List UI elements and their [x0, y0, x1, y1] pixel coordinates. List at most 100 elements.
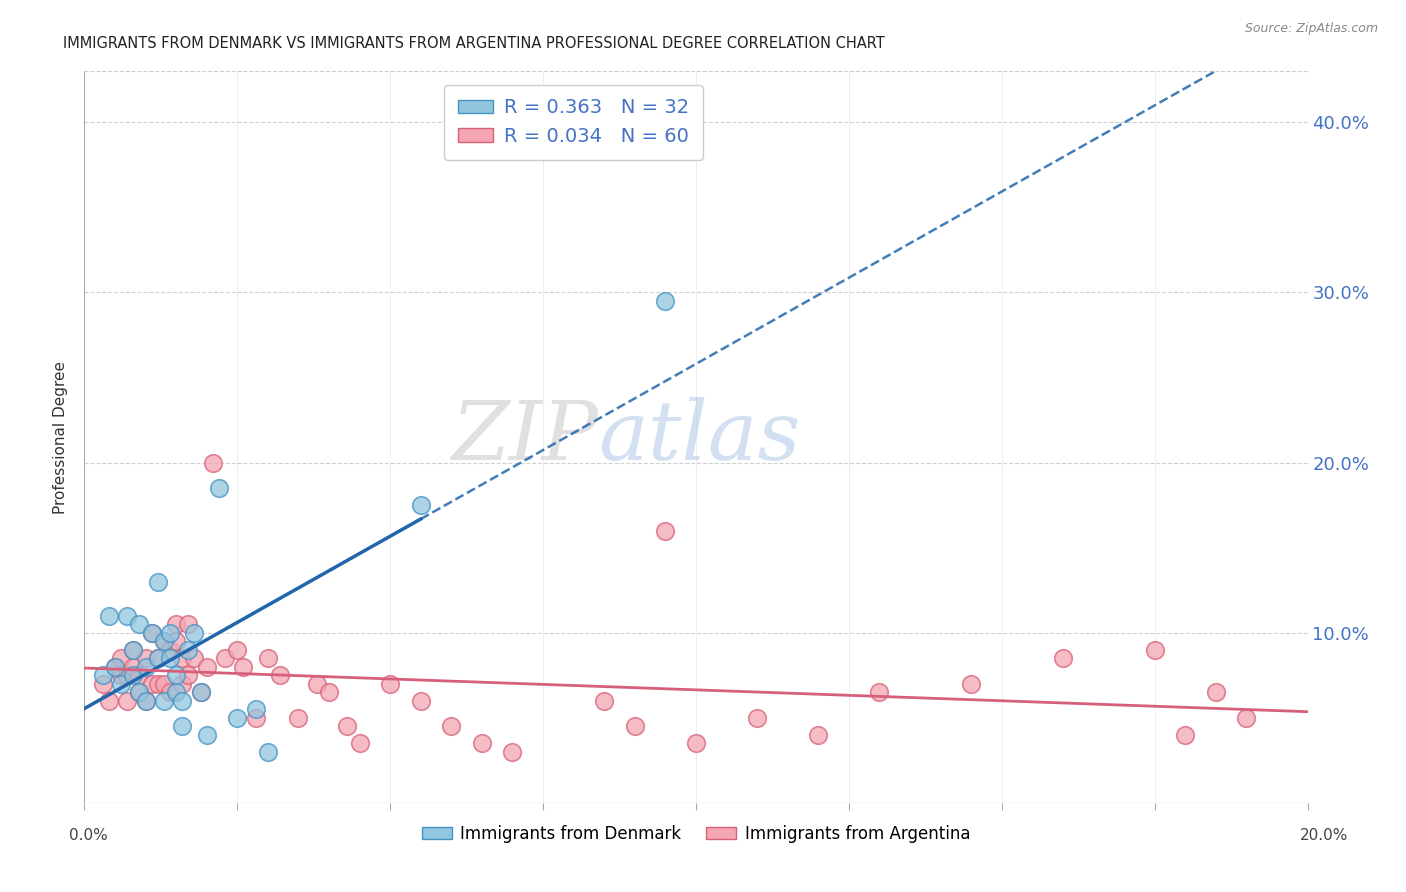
Point — [960, 677, 983, 691]
Point — [269, 668, 291, 682]
Point — [177, 617, 200, 632]
Point — [146, 677, 169, 691]
Point — [1174, 728, 1197, 742]
Point — [177, 668, 200, 682]
Point — [153, 677, 176, 691]
Point — [141, 677, 163, 691]
Point — [165, 617, 187, 632]
Point — [172, 719, 194, 733]
Point — [122, 642, 145, 657]
Point — [115, 668, 138, 682]
Point — [654, 524, 676, 538]
Point — [624, 719, 647, 733]
Point — [807, 728, 830, 742]
Point — [91, 668, 114, 682]
Point — [471, 736, 494, 750]
Point — [141, 625, 163, 640]
Point — [159, 685, 181, 699]
Point — [409, 498, 432, 512]
Point — [128, 668, 150, 682]
Point — [208, 481, 231, 495]
Text: ZIP: ZIP — [451, 397, 598, 477]
Point — [128, 685, 150, 699]
Point — [245, 702, 267, 716]
Point — [349, 736, 371, 750]
Point — [257, 745, 280, 759]
Point — [110, 677, 132, 691]
Point — [128, 617, 150, 632]
Point — [172, 651, 194, 665]
Point — [172, 677, 194, 691]
Point — [214, 651, 236, 665]
Text: IMMIGRANTS FROM DENMARK VS IMMIGRANTS FROM ARGENTINA PROFESSIONAL DEGREE CORRELA: IMMIGRANTS FROM DENMARK VS IMMIGRANTS FR… — [63, 36, 884, 51]
Point — [135, 694, 157, 708]
Point — [318, 685, 340, 699]
Point — [146, 651, 169, 665]
Point — [165, 685, 187, 699]
Point — [115, 608, 138, 623]
Point — [245, 711, 267, 725]
Point — [409, 694, 432, 708]
Point — [91, 677, 114, 691]
Point — [110, 668, 132, 682]
Point — [128, 685, 150, 699]
Point — [226, 711, 249, 725]
Point — [135, 651, 157, 665]
Point — [654, 293, 676, 308]
Legend: Immigrants from Denmark, Immigrants from Argentina: Immigrants from Denmark, Immigrants from… — [415, 818, 977, 849]
Point — [305, 677, 328, 691]
Point — [141, 625, 163, 640]
Text: 20.0%: 20.0% — [1301, 829, 1348, 843]
Point — [153, 634, 176, 648]
Point — [869, 685, 891, 699]
Point — [183, 625, 205, 640]
Point — [146, 574, 169, 589]
Point — [287, 711, 309, 725]
Point — [146, 651, 169, 665]
Text: Source: ZipAtlas.com: Source: ZipAtlas.com — [1244, 22, 1378, 36]
Point — [195, 728, 218, 742]
Point — [165, 634, 187, 648]
Point — [1143, 642, 1166, 657]
Point — [97, 608, 120, 623]
Point — [104, 659, 127, 673]
Point — [201, 456, 224, 470]
Point — [122, 642, 145, 657]
Point — [747, 711, 769, 725]
Point — [440, 719, 463, 733]
Point — [190, 685, 212, 699]
Point — [97, 694, 120, 708]
Point — [257, 651, 280, 665]
Point — [159, 642, 181, 657]
Point — [172, 694, 194, 708]
Point — [380, 677, 402, 691]
Text: 0.0%: 0.0% — [69, 829, 108, 843]
Point — [226, 642, 249, 657]
Point — [190, 685, 212, 699]
Point — [159, 625, 181, 640]
Point — [502, 745, 524, 759]
Point — [195, 659, 218, 673]
Point — [122, 659, 145, 673]
Point — [1236, 711, 1258, 725]
Point — [153, 634, 176, 648]
Point — [1052, 651, 1074, 665]
Y-axis label: Professional Degree: Professional Degree — [53, 360, 69, 514]
Point — [593, 694, 616, 708]
Point — [183, 651, 205, 665]
Text: atlas: atlas — [598, 397, 800, 477]
Point — [1205, 685, 1227, 699]
Point — [685, 736, 707, 750]
Point — [232, 659, 254, 673]
Point — [177, 642, 200, 657]
Point — [153, 694, 176, 708]
Point — [159, 651, 181, 665]
Point — [115, 694, 138, 708]
Point — [135, 659, 157, 673]
Point — [110, 651, 132, 665]
Point — [104, 659, 127, 673]
Point — [122, 668, 145, 682]
Point — [135, 694, 157, 708]
Point — [336, 719, 359, 733]
Point — [165, 668, 187, 682]
